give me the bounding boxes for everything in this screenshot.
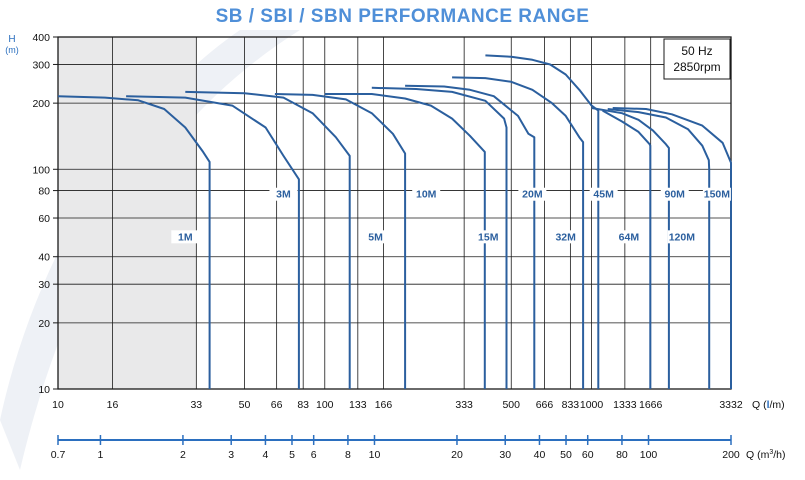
plot-area: 10 16 33 50 66 83 100 133 166 333 500 666 833 1000 133…	[5, 32, 785, 461]
info-box-speed: 2850rpm	[673, 60, 720, 74]
secondary-tick-label: 40	[534, 449, 546, 461]
secondary-tick-label: 4	[263, 449, 269, 461]
curve-label-bg	[702, 187, 731, 201]
y-tick-label: 60	[38, 213, 50, 225]
pump-curve-10m	[274, 93, 407, 389]
x-tick-label: 133	[349, 399, 367, 411]
y-tick-label: 400	[32, 32, 50, 44]
x-tick-label: 10	[52, 399, 64, 411]
x-tick-label: 666	[536, 399, 554, 411]
curve-label-bg	[518, 187, 547, 201]
x-tick-label: 833	[562, 399, 580, 411]
y-tick-label: 20	[38, 318, 50, 330]
y-axis-label: H	[8, 34, 15, 45]
secondary-tick-label: 2	[180, 449, 186, 461]
curve-label: 32M	[555, 231, 576, 243]
secondary-axis-label-sup: 3	[769, 449, 773, 456]
curve-label: 150M	[704, 189, 731, 201]
y-tick-label: 80	[38, 186, 50, 198]
curve-label: 90M	[665, 189, 686, 201]
curve-label: 64M	[619, 231, 640, 243]
pump-curve-120m	[602, 109, 652, 389]
x-tick-label: 33	[190, 399, 202, 411]
secondary-tick-label: 50	[560, 449, 572, 461]
curve-label-bg	[361, 230, 390, 244]
pump-curve-1m	[57, 95, 211, 389]
x-tick-label: 3332	[719, 399, 743, 411]
curve-label: 5M	[368, 231, 383, 243]
x-axis-label-part: Q (	[752, 399, 767, 411]
info-box-frequency: 50 Hz	[681, 44, 712, 58]
secondary-tick-label: 0.7	[51, 449, 66, 461]
pump-curve-150m	[607, 108, 711, 389]
secondary-tick-label: 3	[228, 449, 234, 461]
x-tick-label: 166	[375, 399, 393, 411]
pump-curve-32m	[405, 84, 536, 389]
secondary-axis-label-part: Q (m	[746, 449, 770, 461]
curve-label-bg	[474, 230, 503, 244]
pump-curve-20m	[371, 86, 508, 389]
curve-label-bg	[551, 230, 580, 244]
x-axis-label-part: /m)	[770, 399, 785, 411]
curve-label-bg	[667, 230, 696, 244]
x-tick-label: 1666	[639, 399, 663, 411]
curve-label-bg	[660, 187, 689, 201]
curve-label: 20M	[522, 189, 543, 201]
curve-label-bg	[269, 187, 298, 201]
y-tick-label: 200	[32, 98, 50, 110]
secondary-tick-label: 200	[722, 449, 740, 461]
curve-label: 45M	[593, 189, 614, 201]
x-tick-label: 66	[271, 399, 283, 411]
pump-curve-extra	[612, 107, 732, 389]
secondary-tick-label: 10	[369, 449, 381, 461]
curve-label-bg	[614, 230, 643, 244]
y-tick-label: 10	[38, 384, 50, 396]
secondary-tick-label: 60	[582, 449, 594, 461]
secondary-tick-label: 6	[311, 449, 317, 461]
pump-curve-5m	[185, 90, 351, 389]
y-tick-label: 30	[38, 279, 50, 291]
x-tick-label: 16	[107, 399, 119, 411]
x-tick-label: 1000	[580, 399, 604, 411]
secondary-tick-label: 80	[616, 449, 628, 461]
info-box: 50 Hz 2850rpm	[663, 38, 731, 80]
pump-curve-90m	[591, 107, 670, 389]
curve-label: 1M	[178, 231, 193, 243]
curve-label: 120M	[669, 231, 696, 243]
secondary-tick-label: 20	[451, 449, 463, 461]
x-axis-label-part: l	[767, 399, 770, 411]
secondary-axis-label-part: /h)	[773, 449, 785, 461]
x-tick-label: 500	[502, 399, 520, 411]
shaded-band	[58, 37, 197, 389]
x-axis-label: Q (l/m)	[752, 399, 785, 411]
secondary-tick-label: 30	[499, 449, 511, 461]
x-tick-label: 83	[297, 399, 309, 411]
x-tick-label: 1333	[613, 399, 637, 411]
secondary-tick-label: 100	[640, 449, 658, 461]
curve-label: 15M	[478, 231, 499, 243]
curve-label-bg	[589, 187, 618, 201]
chart-title: SB / SBI / SBN PERFORMANCE RANGE	[215, 6, 590, 27]
secondary-tick-label: 1	[98, 449, 104, 461]
y-tick-label: 300	[32, 59, 50, 71]
x-tick-label: 333	[455, 399, 473, 411]
curve-label: 3M	[276, 189, 291, 201]
x-tick-label: 100	[316, 399, 334, 411]
pump-curve-45m	[452, 76, 585, 389]
x-tick-label: 50	[239, 399, 251, 411]
y-tick-label: 40	[38, 252, 50, 264]
y-tick-label: 100	[32, 164, 50, 176]
secondary-axis-label: Q (m3/h)	[746, 449, 786, 461]
secondary-tick-label: 8	[345, 449, 351, 461]
curve-label: 10M	[416, 189, 437, 201]
curve-label-bg	[412, 187, 441, 201]
curve-label-bg	[171, 230, 200, 244]
y-axis-unit: (m)	[5, 45, 19, 55]
pump-curve-15m	[324, 93, 486, 389]
pump-curve-3m	[126, 95, 300, 389]
secondary-tick-label: 5	[289, 449, 295, 461]
pump-curve-64m	[485, 54, 600, 389]
